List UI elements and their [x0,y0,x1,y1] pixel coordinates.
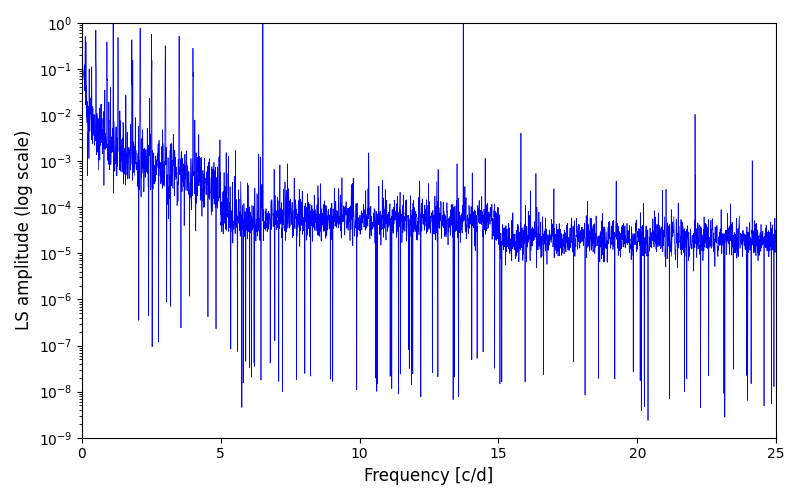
X-axis label: Frequency [c/d]: Frequency [c/d] [364,467,494,485]
Y-axis label: LS amplitude (log scale): LS amplitude (log scale) [15,130,33,330]
